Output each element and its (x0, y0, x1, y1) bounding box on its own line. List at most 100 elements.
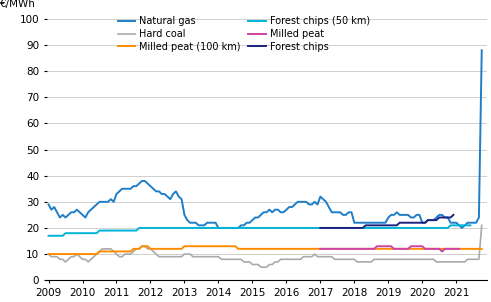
Milled peat (100 km) (323, 247, 329, 251)
Forest chips (352, 226, 357, 230)
Natural gas (419, 221, 425, 224)
Milled peat (329, 247, 335, 251)
Milled peat (360, 247, 366, 251)
Forest chips (363, 223, 369, 227)
Forest chips (334, 226, 340, 230)
Forest chips (436, 216, 442, 219)
Forest chips (50 km) (46, 234, 52, 238)
Hard coal (402, 258, 408, 261)
Forest chips (323, 226, 329, 230)
Milled peat (317, 247, 323, 251)
Milled peat (382, 244, 388, 248)
Forest chips (405, 221, 411, 224)
Milled peat (331, 247, 337, 251)
Forest chips (50 km) (283, 226, 289, 230)
Milled peat (323, 247, 329, 251)
Forest chips (368, 223, 374, 227)
Milled peat (100 km) (479, 247, 485, 251)
Milled peat (434, 247, 439, 251)
Milled peat (349, 247, 355, 251)
Milled peat (343, 247, 349, 251)
Hard coal (46, 252, 52, 256)
Milled peat (100 km) (419, 247, 425, 251)
Forest chips (400, 221, 406, 224)
Forest chips (317, 226, 323, 230)
Legend: Natural gas, Hard coal, Milled peat (100 km), Forest chips (50 km), Milled peat,: Natural gas, Hard coal, Milled peat (100… (118, 16, 370, 52)
Forest chips (380, 223, 385, 227)
Natural gas (323, 200, 329, 204)
Forest chips (329, 226, 335, 230)
Forest chips (357, 226, 363, 230)
Forest chips (388, 223, 394, 227)
Forest chips (450, 213, 456, 217)
Forest chips (385, 223, 391, 227)
Milled peat (368, 247, 374, 251)
Milled peat (340, 247, 346, 251)
Milled peat (100 km) (402, 247, 408, 251)
Forest chips (354, 226, 360, 230)
Milled peat (416, 244, 422, 248)
Milled peat (334, 247, 340, 251)
Hard coal (198, 255, 204, 259)
Milled peat (100 km) (198, 244, 204, 248)
Forest chips (448, 216, 454, 219)
Milled peat (100 km) (371, 247, 377, 251)
Natural gas (195, 223, 201, 227)
Milled peat (414, 244, 420, 248)
Forest chips (50 km) (184, 226, 190, 230)
Natural gas (198, 223, 204, 227)
Milled peat (385, 244, 391, 248)
Forest chips (391, 223, 397, 227)
Forest chips (50 km) (394, 226, 400, 230)
Milled peat (405, 247, 411, 251)
Milled peat (365, 247, 371, 251)
Line: Milled peat (100 km): Milled peat (100 km) (49, 246, 482, 254)
Forest chips (50 km) (467, 223, 473, 227)
Milled peat (448, 247, 454, 251)
Hard coal (323, 255, 329, 259)
Milled peat (377, 244, 383, 248)
Forest chips (442, 216, 448, 219)
Milled peat (445, 247, 451, 251)
Hard coal (195, 255, 201, 259)
Natural gas (216, 226, 221, 230)
Natural gas (46, 203, 52, 206)
Y-axis label: €/MWh: €/MWh (0, 0, 36, 8)
Forest chips (337, 226, 343, 230)
Forest chips (422, 221, 428, 224)
Forest chips (425, 218, 431, 222)
Forest chips (382, 223, 388, 227)
Forest chips (397, 221, 403, 224)
Milled peat (453, 247, 459, 251)
Forest chips (343, 226, 349, 230)
Milled peat (431, 247, 436, 251)
Forest chips (419, 221, 425, 224)
Forest chips (394, 223, 400, 227)
Forest chips (50 km) (213, 226, 218, 230)
Milled peat (411, 244, 417, 248)
Forest chips (431, 218, 436, 222)
Forest chips (360, 226, 366, 230)
Milled peat (363, 247, 369, 251)
Line: Milled peat: Milled peat (320, 246, 459, 252)
Forest chips (50 km) (448, 223, 454, 227)
Line: Natural gas: Natural gas (49, 50, 482, 228)
Hard coal (479, 223, 485, 227)
Milled peat (397, 247, 403, 251)
Milled peat (408, 244, 414, 248)
Milled peat (391, 247, 397, 251)
Milled peat (352, 247, 357, 251)
Forest chips (445, 216, 451, 219)
Milled peat (346, 247, 352, 251)
Hard coal (258, 265, 264, 269)
Milled peat (439, 250, 445, 253)
Forest chips (320, 226, 326, 230)
Milled peat (100 km) (46, 252, 52, 256)
Line: Hard coal: Hard coal (49, 225, 482, 267)
Forest chips (414, 221, 420, 224)
Forest chips (346, 226, 352, 230)
Milled peat (400, 247, 406, 251)
Forest chips (411, 221, 417, 224)
Forest chips (416, 221, 422, 224)
Milled peat (100 km) (201, 244, 207, 248)
